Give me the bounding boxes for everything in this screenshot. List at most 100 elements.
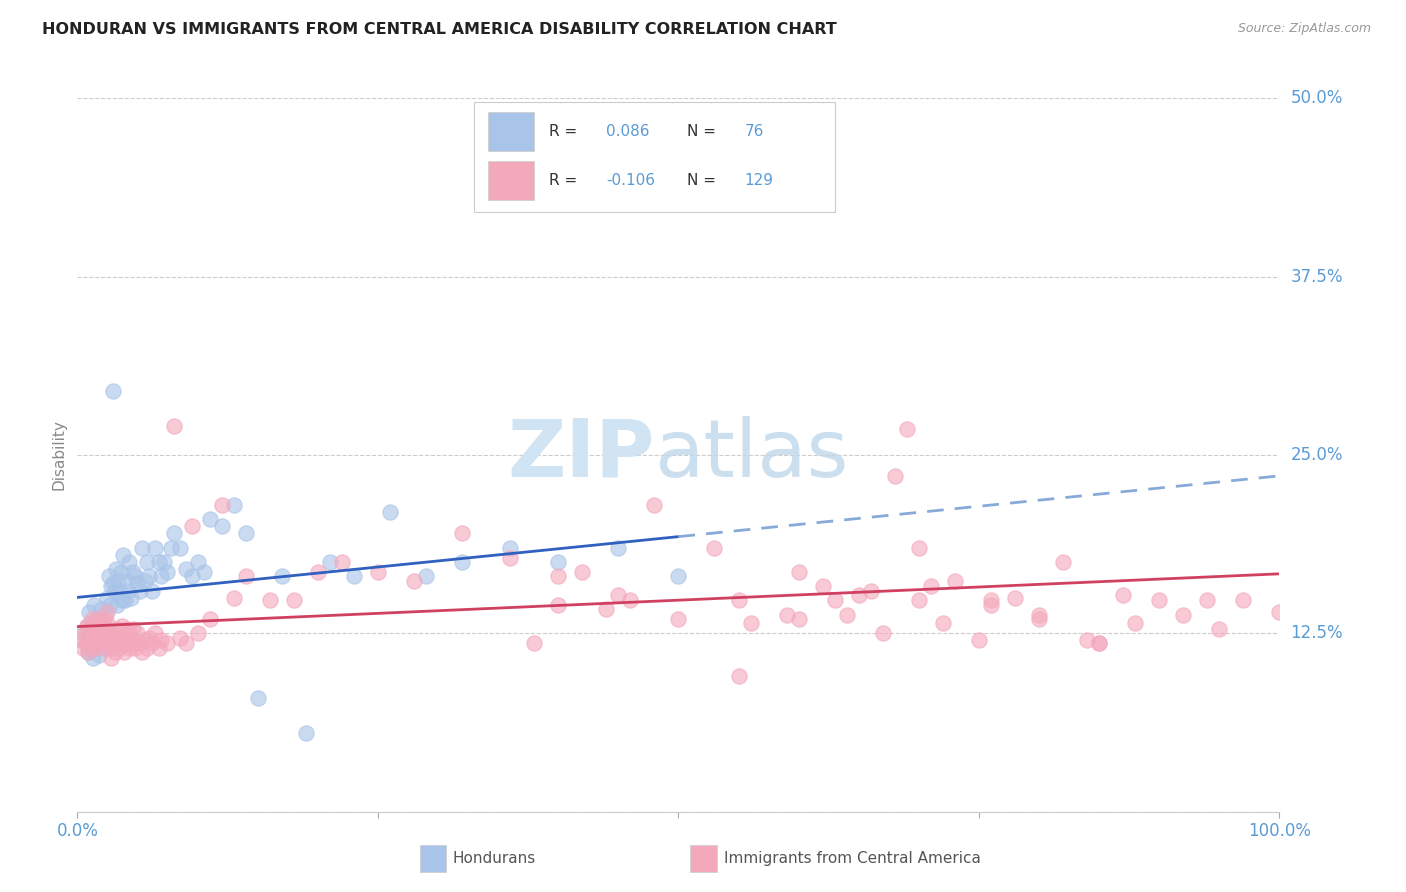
Point: [727, 669, 749, 683]
Point: [307, 565, 329, 579]
Text: 0.086: 0.086: [606, 124, 650, 139]
Point: [740, 616, 762, 631]
Point: [235, 526, 257, 541]
Point: [607, 541, 630, 555]
Point: [118, 555, 141, 569]
Point: [811, 579, 834, 593]
Point: [96, 605, 118, 619]
Point: [294, 726, 316, 740]
Point: [105, 622, 128, 636]
Point: [90, 616, 112, 631]
Point: [138, 569, 160, 583]
Point: [270, 569, 292, 583]
Point: [103, 636, 125, 650]
Point: [87, 640, 110, 655]
Point: [75, 636, 97, 650]
Point: [402, 574, 425, 588]
Point: [499, 550, 522, 565]
Point: [835, 607, 858, 622]
Point: [131, 645, 153, 659]
Point: [82, 619, 104, 633]
Point: [131, 541, 153, 555]
Point: [112, 645, 135, 659]
Point: [145, 626, 167, 640]
Point: [222, 591, 245, 605]
Point: [79, 626, 101, 640]
Point: [186, 555, 209, 569]
Point: [148, 640, 170, 655]
Point: [96, 622, 118, 636]
Point: [180, 519, 202, 533]
Point: [72, 626, 94, 640]
Point: [547, 569, 569, 583]
Point: [98, 598, 121, 612]
Point: [186, 626, 209, 640]
Point: [103, 384, 125, 398]
Point: [1088, 636, 1111, 650]
Point: [110, 631, 132, 645]
Point: [83, 631, 105, 645]
Point: [100, 579, 122, 593]
Point: [211, 498, 233, 512]
Point: [1088, 636, 1111, 650]
Point: [80, 612, 103, 626]
Point: [117, 636, 139, 650]
Point: [94, 636, 117, 650]
Point: [136, 555, 159, 569]
Point: [1052, 555, 1074, 569]
Point: [156, 565, 179, 579]
Point: [153, 555, 176, 569]
Point: [547, 555, 569, 569]
Point: [1123, 616, 1146, 631]
Point: [980, 593, 1002, 607]
Point: [451, 526, 474, 541]
Point: [75, 636, 97, 650]
Point: [319, 555, 342, 569]
Bar: [420, 846, 446, 872]
Point: [156, 636, 179, 650]
Point: [122, 636, 145, 650]
Point: [120, 633, 142, 648]
Point: [87, 622, 110, 636]
Point: [84, 636, 107, 650]
Point: [96, 616, 118, 631]
Point: [967, 633, 990, 648]
Point: [79, 633, 101, 648]
Point: [101, 633, 124, 648]
Point: [378, 505, 401, 519]
Point: [87, 612, 110, 626]
Point: [283, 593, 305, 607]
Point: [79, 605, 101, 619]
Point: [787, 612, 810, 626]
Point: [824, 593, 846, 607]
Bar: [488, 161, 534, 200]
Point: [643, 498, 665, 512]
Point: [198, 512, 221, 526]
Point: [94, 607, 117, 622]
Text: atlas: atlas: [654, 416, 849, 494]
Point: [120, 640, 142, 655]
Point: [932, 616, 955, 631]
Point: [607, 588, 630, 602]
Point: [127, 626, 149, 640]
Point: [193, 565, 215, 579]
Point: [1268, 605, 1291, 619]
Point: [848, 588, 870, 602]
Point: [76, 619, 98, 633]
Point: [908, 593, 931, 607]
Point: [117, 583, 139, 598]
Point: [79, 616, 101, 631]
Point: [80, 622, 103, 636]
Point: [523, 636, 546, 650]
Point: [115, 622, 138, 636]
Point: [128, 583, 150, 598]
Point: [77, 645, 100, 659]
Point: [134, 633, 156, 648]
Point: [72, 640, 94, 655]
Bar: [690, 846, 717, 872]
Point: [87, 631, 110, 645]
Point: [97, 569, 120, 583]
Text: R =: R =: [548, 124, 582, 139]
Point: [103, 576, 125, 591]
Point: [111, 593, 134, 607]
